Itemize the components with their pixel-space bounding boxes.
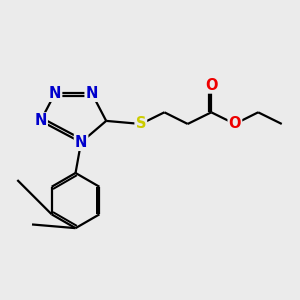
Text: N: N [34, 113, 47, 128]
Text: S: S [136, 116, 146, 131]
Text: N: N [85, 86, 98, 101]
Text: N: N [49, 86, 61, 101]
Text: O: O [229, 116, 241, 131]
Text: O: O [205, 77, 217, 92]
Text: N: N [75, 135, 87, 150]
